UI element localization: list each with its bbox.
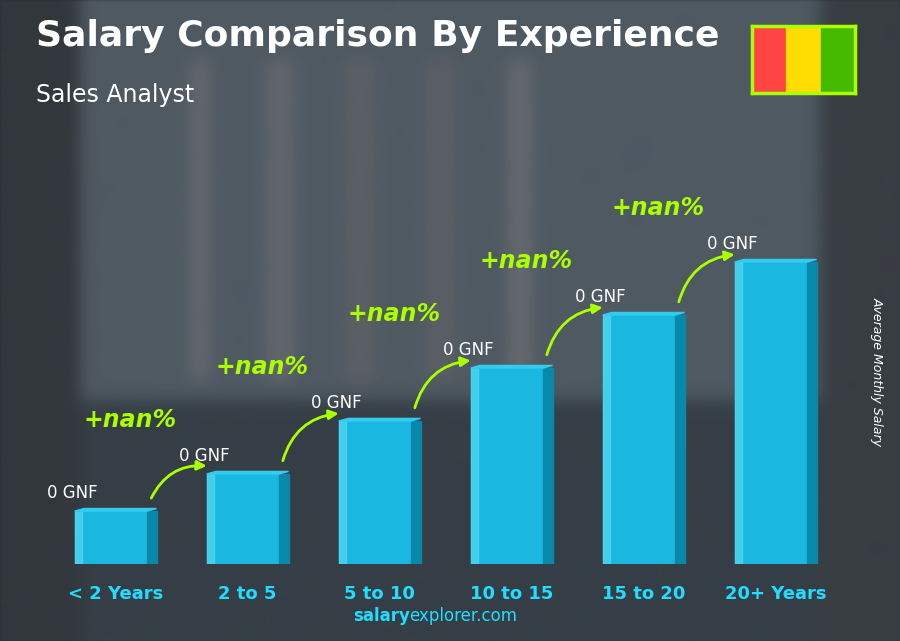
Bar <box>734 262 807 564</box>
Text: +nan%: +nan% <box>347 302 440 326</box>
Text: 5 to 10: 5 to 10 <box>344 585 415 603</box>
Text: 0 GNF: 0 GNF <box>575 288 626 306</box>
Polygon shape <box>207 474 214 564</box>
Text: 0 GNF: 0 GNF <box>443 341 493 359</box>
Text: 10 to 15: 10 to 15 <box>470 585 554 603</box>
Text: 0 GNF: 0 GNF <box>310 394 362 412</box>
Polygon shape <box>471 368 478 564</box>
Polygon shape <box>75 508 157 511</box>
Text: salary: salary <box>353 607 410 625</box>
Text: 0 GNF: 0 GNF <box>706 235 758 253</box>
Text: +nan%: +nan% <box>479 249 572 272</box>
Text: Salary Comparison By Experience: Salary Comparison By Experience <box>36 19 719 53</box>
Polygon shape <box>411 421 420 564</box>
Text: explorer.com: explorer.com <box>410 607 518 625</box>
Polygon shape <box>148 511 157 564</box>
Polygon shape <box>75 511 82 564</box>
Bar <box>471 368 544 564</box>
Text: Sales Analyst: Sales Analyst <box>36 83 194 107</box>
Bar <box>338 421 411 564</box>
Polygon shape <box>603 315 610 564</box>
Text: +nan%: +nan% <box>83 408 176 431</box>
Bar <box>752 26 786 93</box>
Bar <box>207 474 279 564</box>
Polygon shape <box>734 262 742 564</box>
Text: 0 GNF: 0 GNF <box>179 447 230 465</box>
Text: +nan%: +nan% <box>215 354 308 379</box>
Text: 20+ Years: 20+ Years <box>724 585 826 603</box>
Text: +nan%: +nan% <box>611 196 704 220</box>
Polygon shape <box>471 365 553 368</box>
Bar <box>821 26 855 93</box>
Text: < 2 Years: < 2 Years <box>68 585 163 603</box>
Polygon shape <box>207 471 289 474</box>
Polygon shape <box>734 260 816 262</box>
Polygon shape <box>544 368 553 564</box>
Polygon shape <box>279 474 289 564</box>
Polygon shape <box>603 312 685 315</box>
Bar <box>75 511 148 564</box>
Bar <box>786 26 821 93</box>
Text: 2 to 5: 2 to 5 <box>219 585 277 603</box>
Polygon shape <box>807 262 816 564</box>
Text: Average Monthly Salary: Average Monthly Salary <box>871 297 884 446</box>
Text: 0 GNF: 0 GNF <box>47 484 97 502</box>
Polygon shape <box>675 315 685 564</box>
Bar <box>603 315 675 564</box>
Polygon shape <box>338 421 346 564</box>
Text: 15 to 20: 15 to 20 <box>602 585 685 603</box>
Polygon shape <box>338 419 420 421</box>
